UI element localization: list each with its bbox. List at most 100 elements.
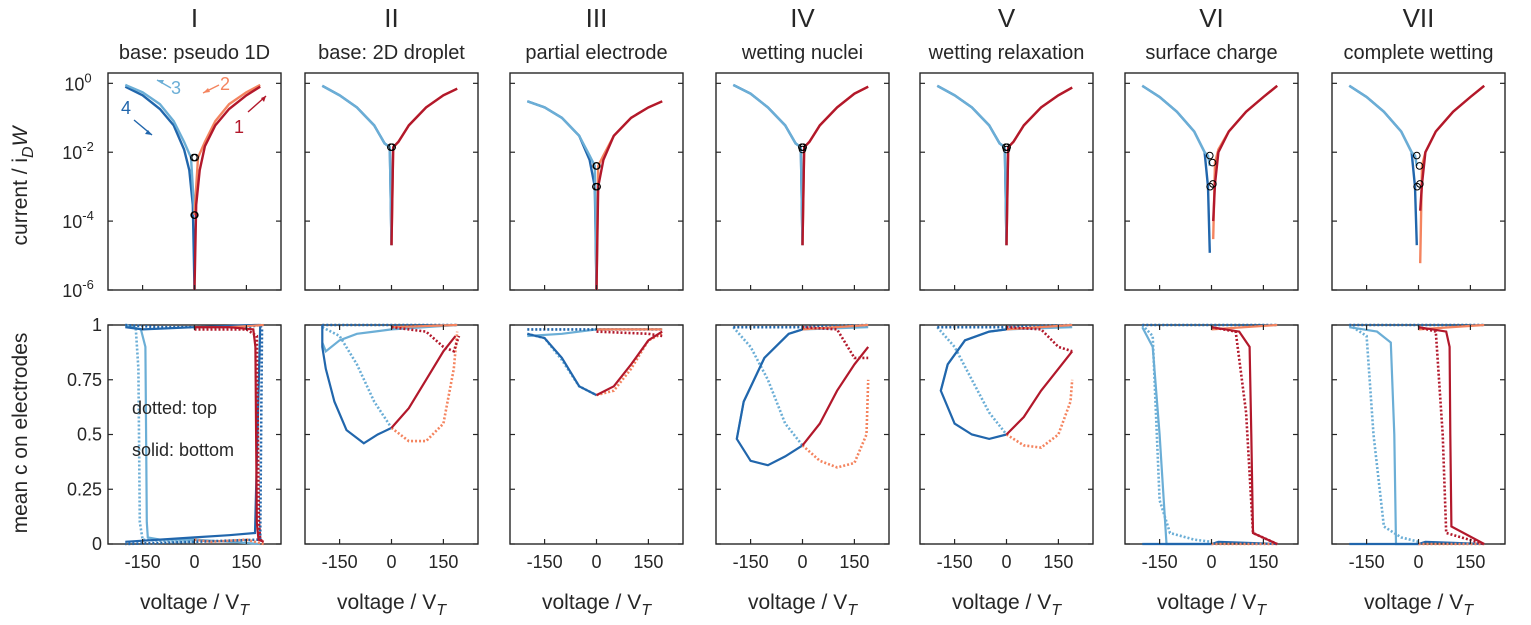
- panel-subtitle: partial electrode: [525, 42, 667, 64]
- conc-curve-1-top: [194, 328, 265, 543]
- x-axis-label: voltage / VT: [748, 591, 858, 619]
- x-axis-label: voltage / VT: [140, 591, 250, 619]
- panel-3: -150 0 150 voltage / VT: [509, 72, 684, 619]
- current-marker: [593, 182, 601, 191]
- panel-7: -150 0 150 voltage / VT: [1331, 72, 1506, 619]
- current-plot: [1331, 72, 1506, 291]
- current-curve-4: [124, 85, 196, 291]
- conc-curve-4-bottom: [735, 328, 804, 467]
- concentration-plot: -150 0 150: [509, 324, 684, 572]
- x-tick-label: 0: [1413, 552, 1423, 572]
- conc-curve-2-top: [390, 331, 459, 443]
- x-axis-label: voltage / VT: [337, 591, 447, 619]
- current-curve-3: [732, 83, 804, 246]
- conc-curve-1-bottom: [801, 346, 870, 447]
- y-tick-label: 0.5: [77, 425, 102, 445]
- conc-curve-1-bottom: [1005, 350, 1074, 436]
- current-curve-2: [595, 100, 663, 291]
- conc-curve-1-top: [1006, 325, 1073, 353]
- x-tick-label: 0: [1206, 552, 1216, 572]
- conc-curve-3-bottom: [125, 323, 261, 546]
- curve-4-label: 4: [121, 98, 153, 136]
- conc-curve-1-top: [1418, 325, 1485, 546]
- y-tick-label: 10-2: [62, 139, 94, 163]
- current-plot: [304, 72, 479, 291]
- conc-curve-4-top: [125, 323, 264, 546]
- conc-curve-4-bottom: [939, 328, 1007, 441]
- x-tick-label: 150: [633, 552, 663, 572]
- x-tick-label: 150: [231, 552, 261, 572]
- x-tick-label: 0: [797, 552, 807, 572]
- panel-roman: IV: [790, 3, 815, 33]
- current-marker: [191, 211, 199, 219]
- panel-6: -150 0 150 voltage / VT: [1124, 72, 1299, 619]
- current-marker: [1412, 151, 1421, 160]
- current-marker: [1205, 151, 1214, 160]
- panel-1: 100 10-2 10-4 10-6 -150 0 150 0 0.25 0.5 0.75 1 volt…: [62, 70, 282, 619]
- conc-curve-1-top: [802, 325, 869, 360]
- conc-curve-1-top: [596, 330, 663, 338]
- note-dotted: dotted: top: [132, 398, 217, 418]
- current-curve-1: [1212, 84, 1278, 222]
- x-tick-label: 150: [839, 552, 869, 572]
- x-tick-label: -150: [527, 552, 563, 572]
- conc-curve-3-bottom: [1141, 326, 1212, 546]
- x-tick-label: -150: [1142, 552, 1178, 572]
- current-curve-2: [1005, 86, 1073, 246]
- panel-4: -150 0 150 voltage / VT: [715, 72, 890, 619]
- y-tick-label: 10-6: [62, 277, 94, 301]
- current-curve-2: [390, 87, 458, 246]
- current-curve-4: [936, 84, 1008, 246]
- current-curve-1: [1005, 86, 1073, 246]
- x-tick-label: -150: [125, 552, 161, 572]
- curve-2-label: 2: [202, 74, 230, 94]
- y-tick-label: 1: [92, 315, 102, 335]
- concentration-plot: -150 0 150: [1331, 323, 1506, 572]
- conc-curve-3-bottom: [735, 326, 869, 440]
- x-tick-label: 150: [1455, 552, 1485, 572]
- y-tick-label: 0.75: [67, 370, 102, 390]
- current-curve-3: [936, 84, 1008, 246]
- x-tick-label: -150: [1349, 552, 1385, 572]
- svg-text:3: 3: [171, 78, 181, 98]
- x-tick-label: 150: [428, 552, 458, 572]
- x-axis-label: voltage / VT: [1364, 591, 1474, 619]
- panel-2: -150 0 150 voltage / VT: [304, 72, 479, 619]
- curve-3-label: 3: [156, 78, 181, 98]
- conc-curve-3-bottom: [1349, 326, 1419, 546]
- bottom-axes-frame: [304, 324, 479, 545]
- conc-curve-2-bottom: [1006, 323, 1073, 331]
- conc-curve-1-top: [1211, 325, 1278, 546]
- current-plot: 100 10-2 10-4 10-6: [62, 70, 282, 301]
- curve-1-label: 1: [234, 95, 267, 137]
- concentration-plot: -150 0 150: [715, 323, 890, 572]
- panel-subtitle: wetting relaxation: [928, 42, 1085, 64]
- conc-curve-3-bottom: [939, 326, 1073, 391]
- conc-curve-2-bottom: [802, 323, 869, 331]
- y-tick-label: 0: [92, 534, 102, 554]
- current-marker: [1208, 158, 1217, 167]
- y-tick-label: 100: [64, 70, 91, 94]
- conc-curve-1-bottom: [390, 335, 457, 429]
- conc-curve-4-bottom: [321, 325, 392, 445]
- panel-subtitle: base: pseudo 1D: [119, 42, 270, 64]
- current-curve-3: [1141, 84, 1211, 167]
- current-curve-3: [321, 84, 393, 246]
- conc-curve-1-bottom: [194, 326, 265, 543]
- bottom-axes-frame: [1124, 324, 1299, 545]
- current-marker: [388, 143, 396, 151]
- current-marker: [798, 145, 807, 154]
- current-marker: [191, 153, 199, 162]
- panel-roman: VI: [1199, 3, 1224, 33]
- conc-curve-3-top: [936, 326, 1008, 436]
- current-curve-1: [801, 85, 869, 246]
- current-curve-2: [1212, 84, 1278, 240]
- current-curve-3: [526, 100, 598, 291]
- bottom-axes-frame: [509, 324, 684, 545]
- current-marker: [1002, 145, 1011, 154]
- current-curve-1: [1419, 84, 1485, 211]
- conc-curve-2-top: [194, 538, 265, 546]
- panel-roman: III: [586, 3, 608, 33]
- panel-subtitle: base: 2D droplet: [318, 42, 465, 64]
